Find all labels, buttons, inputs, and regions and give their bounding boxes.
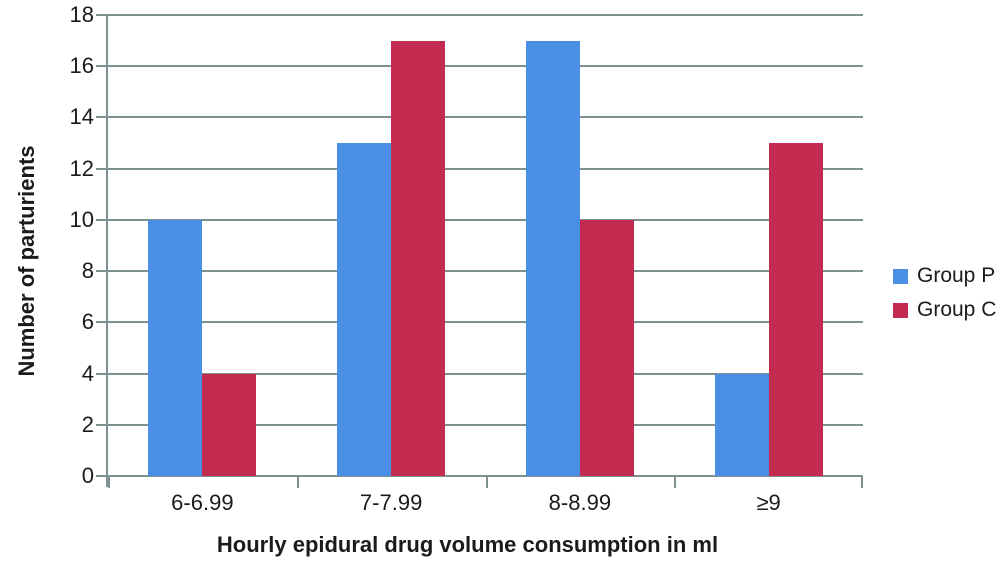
- x-axis: 6-6.99 7-7.99 8-8.99 ≥9: [108, 490, 863, 516]
- y-axis-tick: [96, 65, 108, 68]
- x-tick-label: 6-6.99: [171, 490, 234, 515]
- y-axis-tick: [96, 475, 108, 477]
- y-axis-tick: [96, 167, 108, 170]
- x-axis-tick: [297, 476, 299, 488]
- x-tick-label: 7-7.99: [359, 490, 423, 515]
- x-axis-tick: [674, 476, 676, 488]
- bar-group-c: [768, 143, 823, 476]
- legend-swatch-group-p: [893, 268, 908, 284]
- legend-label-group-p: Group P: [917, 264, 996, 287]
- legend-item-group-p: Group P: [893, 264, 996, 288]
- y-axis-tick: [96, 218, 108, 221]
- gridline: [108, 167, 863, 170]
- plot-area: [96, 14, 863, 488]
- bar-group-c: [202, 373, 257, 476]
- y-axis-tick: [96, 321, 108, 324]
- bar-group-c: [579, 219, 634, 476]
- y-axis-tick: [96, 372, 108, 375]
- y-tick-label: 14: [69, 104, 94, 130]
- y-tick-label: 2: [81, 411, 94, 437]
- bar-group-p: [148, 219, 203, 476]
- x-axis-title: Hourly epidural drug volume consumption …: [216, 532, 719, 557]
- legend-item-group-c: Group C: [893, 298, 996, 322]
- gridline: [108, 116, 863, 119]
- y-tick-label: 12: [69, 155, 94, 181]
- bar-group-p: [337, 143, 392, 476]
- x-tick-label: ≥9: [756, 490, 781, 515]
- bar-group-p: [525, 40, 580, 476]
- y-tick-label: 16: [69, 53, 94, 79]
- y-tick-label: 18: [69, 2, 94, 27]
- y-axis-tick: [96, 423, 108, 426]
- legend-label-group-c: Group C: [917, 298, 997, 321]
- x-axis-tick: [486, 476, 488, 488]
- x-axis-tick: [108, 476, 110, 488]
- gridline: [108, 218, 863, 221]
- gridline: [108, 475, 863, 477]
- legend-swatch-group-c: [893, 302, 908, 318]
- x-axis-tick: [861, 476, 863, 488]
- bar-group-c: [391, 40, 446, 476]
- y-axis: 0 2 4 6 8 10 12 14 16 18: [0, 3, 94, 488]
- bar-group-p: [714, 373, 769, 476]
- y-tick-label: 0: [81, 463, 94, 488]
- gridline: [108, 423, 863, 426]
- x-tick-label: 8-8.99: [548, 490, 612, 515]
- gridline: [108, 65, 863, 68]
- y-tick-label: 8: [81, 258, 94, 284]
- y-axis-title: Number of parturients: [14, 145, 39, 377]
- y-axis-line: [106, 15, 108, 487]
- gridline: [108, 270, 863, 273]
- legend: Group P Group C: [893, 264, 996, 332]
- y-tick-label: 4: [81, 360, 94, 386]
- y-tick-label: 6: [81, 309, 94, 335]
- y-axis-tick: [96, 270, 108, 273]
- gridline: [108, 321, 863, 324]
- y-axis-tick: [96, 116, 108, 119]
- gridline: [108, 372, 863, 375]
- gridline: [108, 14, 863, 16]
- y-axis-tick: [96, 14, 108, 16]
- y-tick-label: 10: [69, 206, 94, 232]
